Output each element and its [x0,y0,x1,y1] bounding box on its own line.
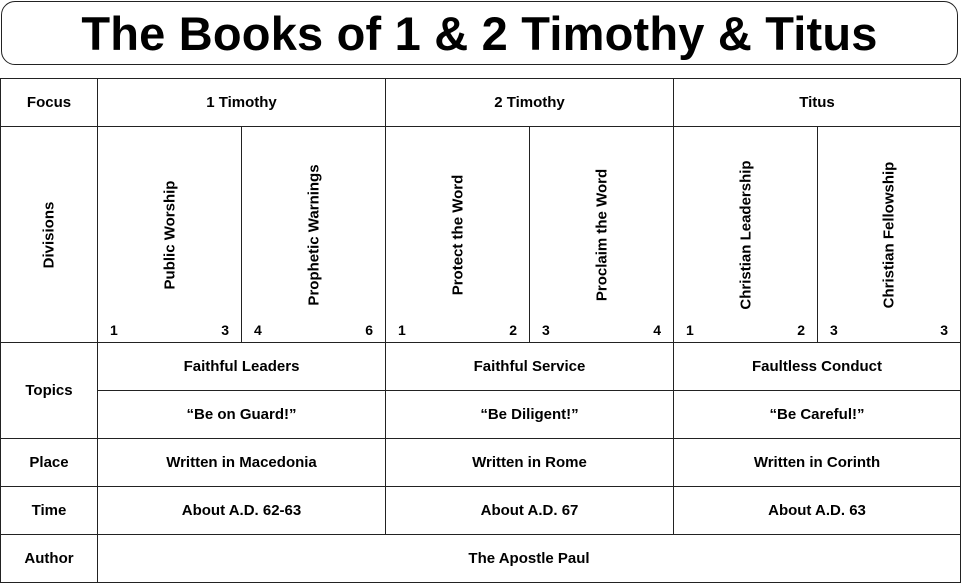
focus-2-timothy: 2 Timothy [385,78,674,127]
chapter-end: 3 [940,322,948,338]
chapter-end: 3 [221,322,229,338]
time-cell: About A.D. 63 [673,486,961,535]
division-title: Protect the Word [449,174,466,295]
division-title: Prophetic Warnings [305,163,322,306]
division-title: Public Worship [161,180,178,289]
division-cell: Christian Leadership 1 2 [673,126,818,343]
row-label-author: Author [0,534,98,583]
division-title: Christian Leadership [737,159,754,310]
row-label-topics: Topics [0,342,98,439]
topic-cell: Faultless Conduct [673,342,961,391]
chapter-end: 6 [365,322,373,338]
divisions-label: Divisions [40,201,58,268]
topic-motto-cell: “Be on Guard!” [97,390,386,439]
place-cell: Written in Macedonia [97,438,386,487]
chapter-start: 1 [110,322,118,338]
topic-motto-cell: “Be Careful!” [673,390,961,439]
place-cell: Written in Rome [385,438,674,487]
survey-chart-table: Focus 1 Timothy 2 Timothy Titus Division… [0,78,961,583]
chapter-start: 4 [254,322,262,338]
chapter-start: 1 [398,322,406,338]
place-cell: Written in Corinth [673,438,961,487]
title-banner: The Books of 1 & 2 Timothy & Titus [1,1,958,65]
chapter-end: 2 [509,322,517,338]
row-label-divisions: Divisions [0,126,98,343]
division-title: Christian Fellowship [880,161,898,308]
chapter-start: 3 [830,322,838,338]
division-cell: Proclaim the Word 3 4 [529,126,674,343]
time-cell: About A.D. 62-63 [97,486,386,535]
chapter-start: 3 [542,322,550,338]
author-cell: The Apostle Paul [97,534,961,583]
topic-motto-cell: “Be Diligent!” [385,390,674,439]
row-label-place: Place [0,438,98,487]
division-cell: Public Worship 1 3 [97,126,242,343]
row-label-time: Time [0,486,98,535]
row-label-focus: Focus [0,78,98,127]
focus-1-timothy: 1 Timothy [97,78,386,127]
chapter-end: 4 [653,322,661,338]
topic-cell: Faithful Service [385,342,674,391]
division-cell: Christian Fellowship 3 3 [817,126,961,343]
division-cell: Prophetic Warnings 4 6 [241,126,386,343]
division-title: Proclaim the Word [593,168,610,301]
chapter-start: 1 [686,322,694,338]
chapter-end: 2 [797,322,805,338]
division-cell: Protect the Word 1 2 [385,126,530,343]
focus-titus: Titus [673,78,961,127]
time-cell: About A.D. 67 [385,486,674,535]
page-title: The Books of 1 & 2 Timothy & Titus [81,6,878,60]
topic-cell: Faithful Leaders [97,342,386,391]
